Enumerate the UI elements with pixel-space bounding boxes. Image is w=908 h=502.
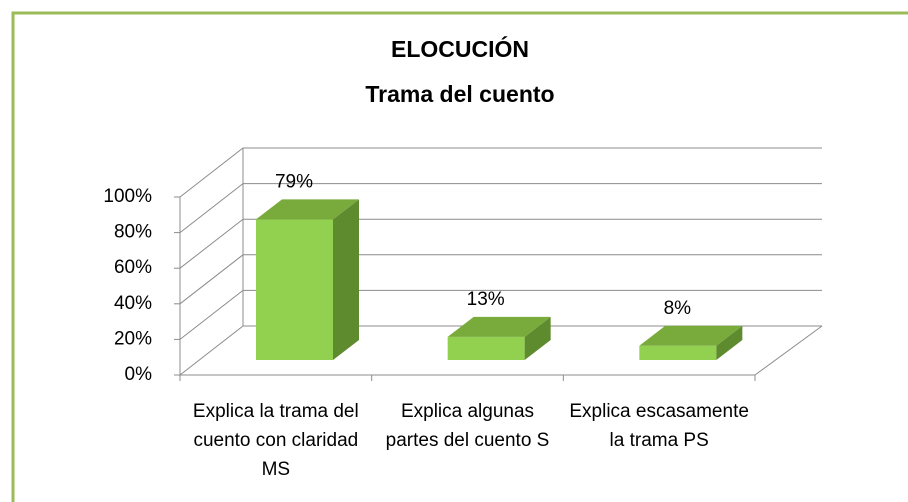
grid-line	[179, 289, 822, 340]
x-tick-label: Explica escasamente la trama PS	[569, 401, 749, 451]
grid-line	[179, 183, 822, 233]
bar-front	[447, 336, 525, 360]
chart-subtitle: Trama del cuento	[365, 81, 554, 107]
value-label: 79%	[275, 171, 313, 192]
value-label: 8%	[664, 298, 692, 319]
grid-line	[179, 254, 822, 305]
bar-side	[716, 325, 743, 360]
y-tick-label: 100%	[103, 186, 152, 207]
bar-top	[256, 199, 359, 220]
bar-top	[639, 325, 743, 346]
chart-border	[11, 11, 908, 502]
grid-line	[179, 325, 822, 376]
y-tick-label: 80%	[114, 222, 152, 243]
y-tick-label: 40%	[114, 293, 152, 314]
x-tick-label: Explica algunas partes del cuento S	[385, 401, 550, 451]
grid-line	[179, 218, 822, 269]
bar-front	[639, 345, 717, 360]
x-tick-label: Explica la trama del cuento con claridad…	[192, 401, 359, 480]
axes-frame	[179, 148, 823, 376]
bar-side	[333, 199, 359, 360]
y-tick-label: 60%	[114, 257, 152, 278]
bar-front	[256, 219, 333, 360]
floor-edge	[754, 325, 823, 376]
value-label: 13%	[467, 289, 505, 310]
chart-title: ELOCUCIÓN	[391, 35, 529, 62]
grid-line	[179, 147, 822, 198]
bar-side	[524, 316, 551, 360]
bar-top	[447, 316, 551, 337]
y-tick-label: 0%	[125, 364, 153, 385]
y-tick-label: 20%	[114, 328, 152, 349]
